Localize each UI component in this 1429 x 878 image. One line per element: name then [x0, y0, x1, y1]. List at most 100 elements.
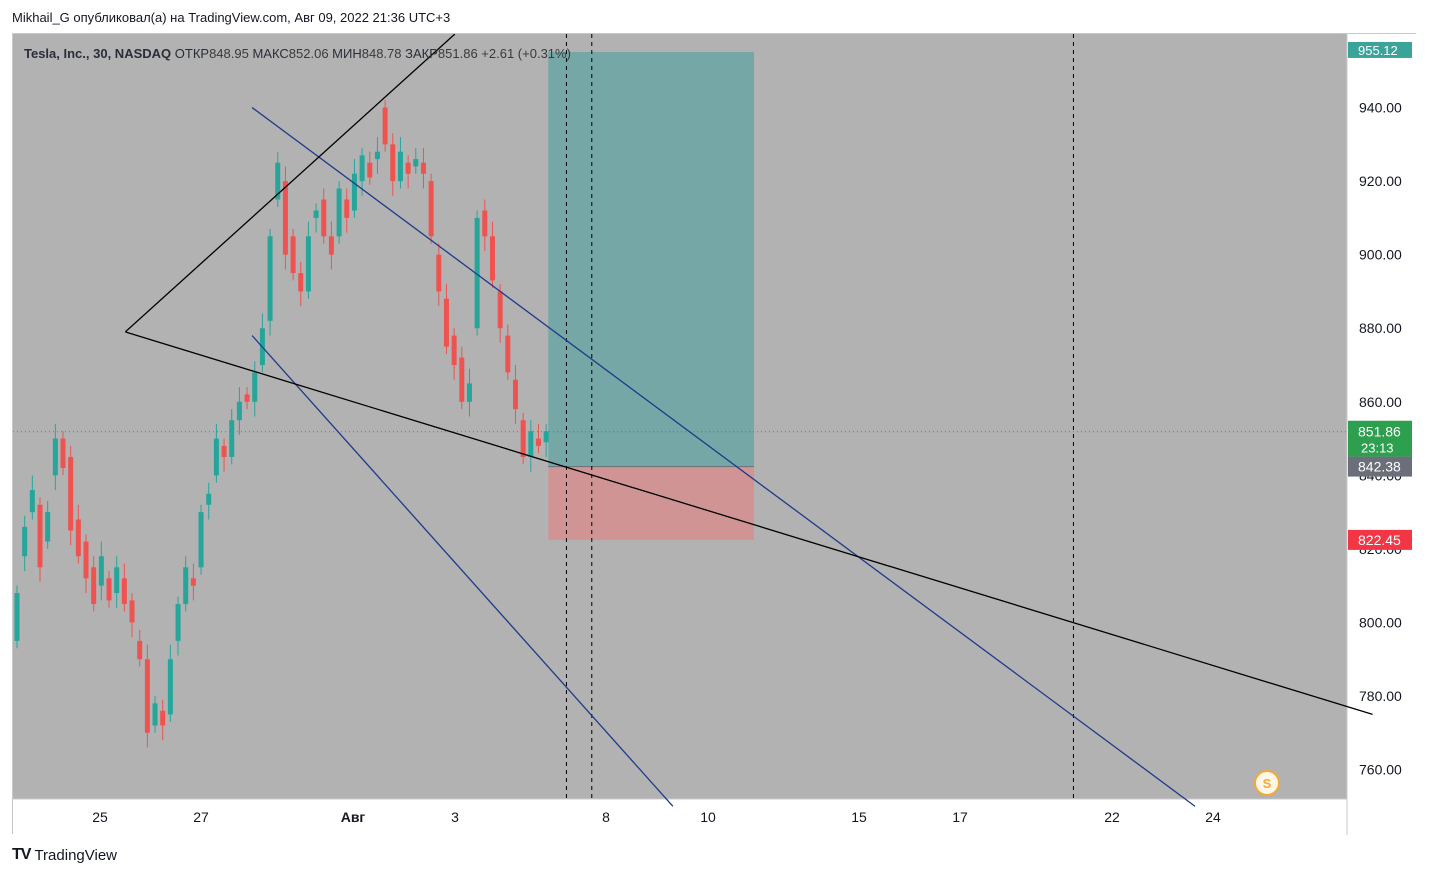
- candle-body[interactable]: [367, 162, 373, 178]
- candle-body[interactable]: [29, 490, 35, 513]
- price-chart[interactable]: 760.00780.00800.00820.00840.00860.00880.…: [13, 34, 1417, 835]
- candle-body[interactable]: [175, 604, 181, 641]
- candle-body[interactable]: [497, 291, 503, 329]
- candle-body[interactable]: [282, 181, 288, 255]
- candle-body[interactable]: [459, 357, 465, 402]
- candle-body[interactable]: [45, 512, 51, 542]
- candle-body[interactable]: [167, 659, 173, 715]
- candle-body[interactable]: [505, 335, 511, 373]
- candle-body[interactable]: [114, 567, 120, 594]
- candle-body[interactable]: [22, 526, 28, 557]
- candle-body[interactable]: [213, 438, 219, 476]
- candle-body[interactable]: [344, 199, 350, 218]
- brand-name: TradingView: [34, 846, 117, 864]
- candle-body[interactable]: [98, 556, 104, 586]
- candle-body[interactable]: [298, 273, 304, 292]
- candle-body[interactable]: [512, 379, 518, 410]
- x-tick-label: 22: [1104, 809, 1120, 825]
- x-tick-label: 8: [602, 809, 610, 825]
- candle-body[interactable]: [374, 151, 380, 160]
- candle-body[interactable]: [221, 445, 227, 457]
- triangle-lower-line[interactable]: [125, 331, 1373, 716]
- candle-body[interactable]: [321, 199, 327, 237]
- y-tick-label: 780.00: [1359, 688, 1402, 704]
- candle-body[interactable]: [328, 236, 334, 255]
- candle-body[interactable]: [236, 401, 242, 421]
- ohlc-legend: Tesla, Inc., 30, NASDAQ ОТКР848.95 МАКС8…: [24, 46, 571, 61]
- candle-body[interactable]: [183, 567, 189, 605]
- candle-body[interactable]: [405, 162, 411, 174]
- candle-body[interactable]: [190, 578, 196, 586]
- candle-body[interactable]: [83, 541, 89, 579]
- chart-frame[interactable]: 760.00780.00800.00820.00840.00860.00880.…: [12, 33, 1417, 835]
- candle-body[interactable]: [244, 394, 250, 402]
- candle-body[interactable]: [305, 236, 311, 292]
- candle-body[interactable]: [397, 151, 403, 182]
- candle-body[interactable]: [520, 420, 526, 457]
- channel-upper-line[interactable]: [251, 107, 1196, 807]
- symbol-title[interactable]: Tesla, Inc., 30, NASDAQ: [24, 46, 172, 61]
- candle-body[interactable]: [144, 659, 150, 733]
- candle-body[interactable]: [474, 217, 480, 329]
- close-label: ЗАКР: [405, 46, 438, 61]
- candle-body[interactable]: [60, 438, 66, 468]
- x-tick-label: 17: [952, 809, 968, 825]
- candle-body[interactable]: [129, 600, 135, 623]
- candle-body[interactable]: [160, 710, 166, 726]
- candle-body[interactable]: [275, 162, 281, 200]
- candle-body[interactable]: [137, 640, 143, 660]
- candle-body[interactable]: [106, 578, 112, 601]
- candle-body[interactable]: [482, 210, 488, 237]
- entry-price-label-box: [1348, 456, 1412, 477]
- candle-body[interactable]: [290, 236, 296, 274]
- candle-body[interactable]: [206, 493, 212, 505]
- candle-body[interactable]: [359, 155, 365, 182]
- candle-body[interactable]: [528, 431, 534, 457]
- x-tick-label: 15: [851, 809, 867, 825]
- candle-body[interactable]: [543, 431, 549, 443]
- triangle-upper-line[interactable]: [124, 34, 456, 333]
- candle-body[interactable]: [121, 578, 127, 605]
- candle-body[interactable]: [413, 159, 419, 167]
- candle-body[interactable]: [37, 504, 43, 568]
- low-label: МИН: [332, 46, 362, 61]
- publish-header: Mikhail_G опубликовал(а) на TradingView.…: [12, 10, 451, 25]
- candle-body[interactable]: [420, 162, 426, 174]
- x-tick-label: 27: [193, 809, 209, 825]
- candle-body[interactable]: [428, 181, 434, 237]
- candle-body[interactable]: [351, 173, 357, 211]
- candle-body[interactable]: [152, 703, 158, 726]
- candle-body[interactable]: [68, 456, 74, 531]
- open-value: 848.95: [209, 46, 249, 61]
- profit-zone[interactable]: [548, 51, 755, 467]
- candle-body[interactable]: [382, 107, 388, 145]
- candle-body[interactable]: [466, 383, 472, 402]
- close-value: 851.86: [437, 46, 478, 61]
- channel-lower-line[interactable]: [251, 335, 674, 807]
- candle-body[interactable]: [313, 210, 319, 218]
- candle-body[interactable]: [198, 512, 204, 568]
- candle-body[interactable]: [229, 420, 235, 457]
- dividends-icon[interactable]: [1254, 770, 1280, 796]
- candle-body[interactable]: [252, 372, 258, 402]
- candle-body[interactable]: [443, 298, 449, 347]
- y-tick-label: 940.00: [1359, 100, 1402, 116]
- candle-body[interactable]: [91, 567, 97, 605]
- candle-body[interactable]: [14, 593, 20, 641]
- open-label: ОТКР: [174, 46, 210, 61]
- stop-price-label: 822.45: [1358, 532, 1401, 548]
- candle-body[interactable]: [535, 438, 541, 446]
- y-tick-label: 920.00: [1359, 173, 1402, 189]
- candle-body[interactable]: [52, 438, 58, 476]
- time-scale[interactable]: [13, 799, 1347, 835]
- loss-zone[interactable]: [548, 466, 755, 540]
- candle-body[interactable]: [390, 144, 396, 182]
- candle-body[interactable]: [336, 188, 342, 237]
- dividends-icon-glyph: S: [1263, 776, 1272, 791]
- candle-body[interactable]: [75, 519, 81, 557]
- candle-body[interactable]: [436, 254, 442, 292]
- candle-body[interactable]: [451, 335, 457, 366]
- target-price-label: 955.12: [1358, 43, 1398, 58]
- candle-body[interactable]: [489, 236, 495, 281]
- candle-body[interactable]: [267, 236, 273, 321]
